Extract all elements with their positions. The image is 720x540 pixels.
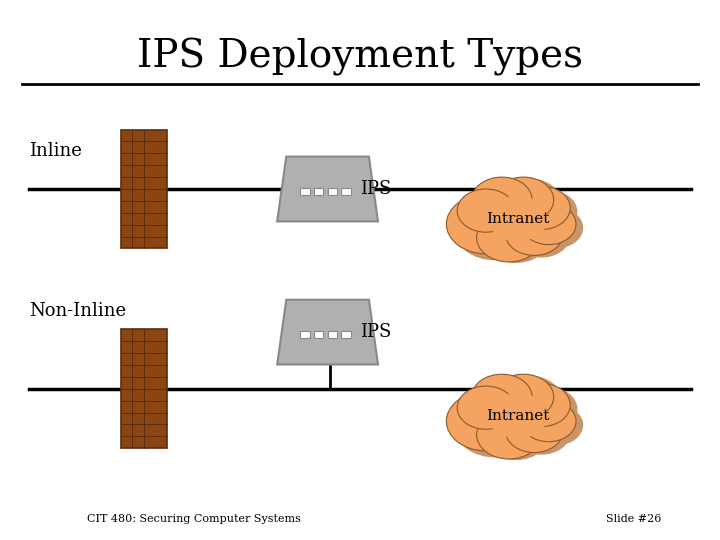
Circle shape	[462, 191, 520, 234]
Circle shape	[479, 179, 539, 224]
Text: Intranet: Intranet	[486, 409, 549, 423]
Text: IPS: IPS	[360, 323, 392, 341]
Circle shape	[513, 214, 570, 258]
Bar	[314, 331, 323, 338]
Circle shape	[505, 409, 563, 453]
Circle shape	[446, 194, 526, 254]
Text: Inline: Inline	[29, 142, 81, 160]
Polygon shape	[277, 300, 378, 365]
Circle shape	[520, 190, 577, 233]
Circle shape	[493, 177, 554, 222]
Bar	[328, 331, 337, 338]
Bar	[300, 331, 310, 338]
Circle shape	[528, 207, 583, 248]
Circle shape	[500, 376, 561, 421]
Bar	[341, 188, 351, 195]
Bar	[328, 188, 337, 195]
Circle shape	[505, 212, 563, 255]
Text: Intranet: Intranet	[486, 212, 549, 226]
Circle shape	[487, 196, 548, 241]
Circle shape	[455, 201, 534, 260]
Circle shape	[500, 179, 561, 224]
Circle shape	[521, 204, 576, 245]
Circle shape	[513, 186, 570, 230]
Text: Non-Inline: Non-Inline	[29, 301, 126, 320]
Circle shape	[446, 392, 526, 451]
Circle shape	[493, 374, 554, 420]
Circle shape	[477, 410, 541, 459]
Bar	[300, 188, 310, 195]
Bar	[314, 188, 323, 195]
Circle shape	[457, 189, 515, 232]
Circle shape	[521, 401, 576, 442]
Text: Slide #26: Slide #26	[606, 514, 661, 524]
Circle shape	[457, 386, 515, 429]
Circle shape	[472, 374, 532, 420]
Circle shape	[479, 376, 539, 421]
Circle shape	[528, 404, 583, 445]
Circle shape	[484, 411, 549, 460]
Circle shape	[487, 393, 548, 438]
Circle shape	[484, 214, 549, 263]
Bar	[121, 130, 167, 248]
Polygon shape	[277, 157, 378, 221]
Circle shape	[513, 411, 570, 455]
Bar	[341, 331, 351, 338]
Text: IPS: IPS	[360, 180, 392, 198]
Circle shape	[455, 398, 534, 457]
Circle shape	[513, 383, 570, 427]
Bar	[121, 329, 167, 448]
Circle shape	[472, 177, 532, 222]
Circle shape	[520, 387, 577, 430]
Text: IPS Deployment Types: IPS Deployment Types	[137, 38, 583, 76]
Circle shape	[477, 213, 541, 262]
Circle shape	[462, 388, 520, 431]
Text: CIT 480: Securing Computer Systems: CIT 480: Securing Computer Systems	[87, 514, 302, 524]
